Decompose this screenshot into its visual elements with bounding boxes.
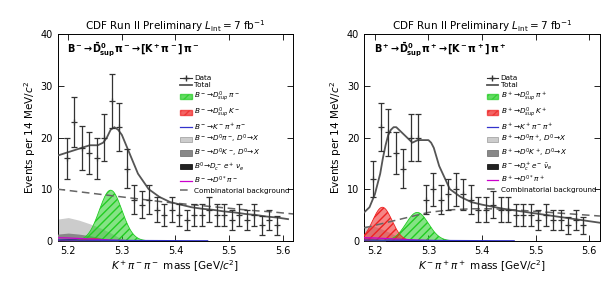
Legend: Data, Total, $B^+ \!\rightarrow\! D^0_{sup}\, \pi^+$, $B^+ \!\rightarrow\! D^0_{: Data, Total, $B^+ \!\rightarrow\! D^0_{s… xyxy=(487,75,596,193)
Text: $\mathbf{B^- \!\rightarrow\! \bar{D}^0_{\!sup}\, \pi^-\! \rightarrow\! [K^+\pi^-: $\mathbf{B^- \!\rightarrow\! \bar{D}^0_{… xyxy=(67,40,199,58)
Text: $\mathbf{B^+ \!\rightarrow\! \bar{D}^0_{\!sup}\, \pi^+\! \rightarrow\! [K^-\pi^+: $\mathbf{B^+ \!\rightarrow\! \bar{D}^0_{… xyxy=(373,40,506,58)
Title: CDF Run II Preliminary $L_{\mathrm{int}} = 7$ fb$^{-1}$: CDF Run II Preliminary $L_{\mathrm{int}}… xyxy=(85,18,265,34)
Y-axis label: Events per 14 MeV/$c^2$: Events per 14 MeV/$c^2$ xyxy=(22,81,38,194)
Legend: Data, Total, $B^- \!\rightarrow\! D^0_{sup}\, \pi^-$, $B^- \!\rightarrow\! D^0_{: Data, Total, $B^- \!\rightarrow\! D^0_{s… xyxy=(180,75,290,194)
Y-axis label: Events per 14 MeV/$c^2$: Events per 14 MeV/$c^2$ xyxy=(328,81,344,194)
Title: CDF Run II Preliminary $L_{\mathrm{int}} = 7$ fb$^{-1}$: CDF Run II Preliminary $L_{\mathrm{int}}… xyxy=(392,18,572,34)
X-axis label: $K^-\pi^+\pi^+$ mass [GeV/$c^2$]: $K^-\pi^+\pi^+$ mass [GeV/$c^2$] xyxy=(418,258,546,274)
X-axis label: $K^+\pi^-\pi^-$ mass [GeV/$c^2$]: $K^+\pi^-\pi^-$ mass [GeV/$c^2$] xyxy=(112,258,239,274)
